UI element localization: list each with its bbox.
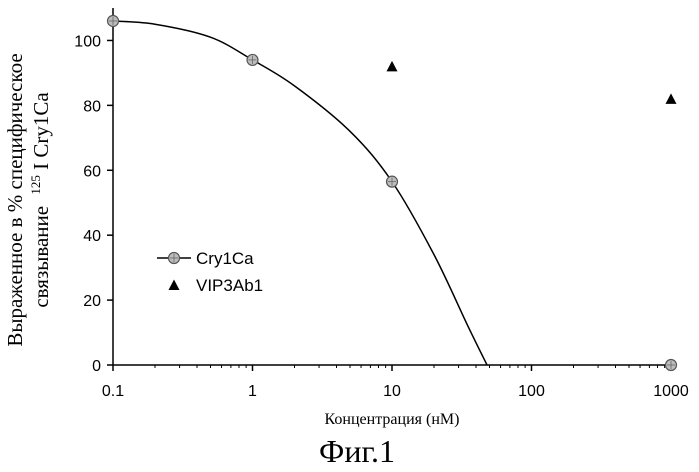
y-tick-label: 60	[83, 163, 101, 180]
cry1ca-point	[666, 360, 677, 371]
legend-vip3ab1-label: VIP3Ab1	[196, 276, 263, 295]
y-tick-label: 0	[92, 358, 101, 375]
cry1ca-point	[108, 15, 119, 26]
legend-cry1ca-label: Cry1Ca	[196, 249, 254, 268]
vip3ab1-point	[387, 61, 398, 72]
y-tick-labels: 0 20 40 60 80 100	[74, 33, 101, 375]
figure-caption: Фиг.1	[319, 433, 395, 469]
chart-canvas: 0 20 40 60 80 100 0.1 1 10 100 1000 Cry1Ca VIP3Ab…	[0, 0, 699, 472]
axis-ticks	[107, 40, 671, 371]
legend-vip3ab1-symbol	[169, 280, 180, 291]
y-tick-label: 20	[83, 293, 101, 310]
y-tick-label: 100	[74, 33, 101, 50]
legend-vip3ab1-marker	[169, 280, 180, 291]
x-axis-label: Концентрация (нМ)	[325, 411, 460, 428]
x-tick-label: 100	[518, 383, 545, 400]
legend-cry1ca-marker	[169, 253, 180, 264]
x-tick-label: 1	[248, 383, 257, 400]
legend: Cry1Ca VIP3Ab1	[157, 249, 263, 295]
legend-cry1ca-symbol	[169, 253, 180, 264]
x-tick-label: 1000	[653, 383, 689, 400]
x-tick-label: 0.1	[102, 383, 124, 400]
cry1ca-point	[387, 176, 398, 187]
y-tick-label: 40	[83, 228, 101, 245]
y-axis-label-line1: Выраженное в % специфическое	[3, 53, 27, 346]
vip3ab1-point	[666, 93, 677, 104]
x-tick-labels: 0.1 1 10 100 1000	[102, 383, 689, 400]
cry1ca-fit-curve	[113, 21, 487, 365]
data-markers	[108, 15, 677, 370]
cry1ca-point	[247, 54, 258, 65]
x-tick-label: 10	[383, 383, 401, 400]
y-axis-label: Выраженное в % специфическое связывание …	[3, 53, 53, 346]
y-tick-label: 80	[83, 98, 101, 115]
